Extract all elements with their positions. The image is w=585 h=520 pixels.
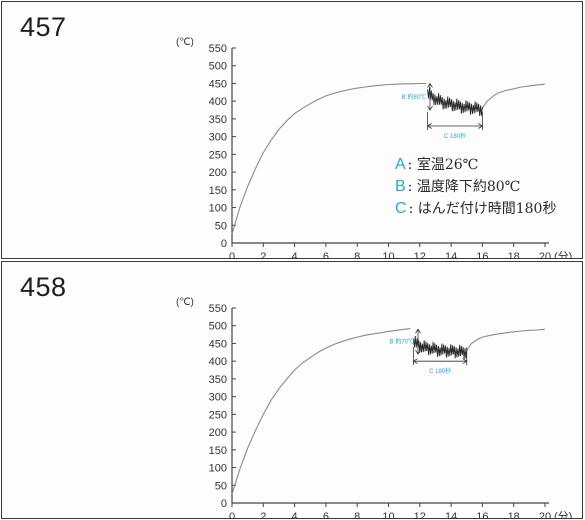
legend-item-b: B: 温度降下約80℃ xyxy=(395,178,521,195)
y-tick-label: 250 xyxy=(209,409,227,421)
chart-panel-457: 457 0 50 100 150 200 250 300 350 400 450 500 550 0 2 4… xyxy=(1,1,583,259)
b-arrow-down xyxy=(427,105,433,111)
x-tick-label: 8 xyxy=(354,251,360,258)
x-tick-label: 0 xyxy=(229,511,235,518)
legend-text: 温度降下約80℃ xyxy=(416,179,521,195)
x-tick-label: 10 xyxy=(382,511,394,518)
x-tick-label: 6 xyxy=(323,511,329,518)
y-tick-label: 200 xyxy=(209,167,227,179)
x-axis-unit: (分) xyxy=(554,510,572,518)
soldering-fluctuation xyxy=(413,335,468,360)
y-tick-label: 550 xyxy=(209,303,227,315)
x-tick-label: 6 xyxy=(323,251,329,258)
x-tick-label: 8 xyxy=(354,511,360,518)
c-arrow-right xyxy=(478,123,484,129)
y-tick-label: 350 xyxy=(209,374,227,386)
temperature-chart-458: 0 50 100 150 200 250 300 350 400 450 500 550 0 2 4 6 8 10… xyxy=(176,297,572,518)
x-tick-label: 4 xyxy=(292,511,298,518)
y-tick-label: 400 xyxy=(209,356,227,368)
legend-key: C xyxy=(395,200,407,217)
x-tick-label: 14 xyxy=(445,251,457,258)
y-tick-label: 0 xyxy=(221,238,227,250)
x-tick-label: 12 xyxy=(414,251,426,258)
b-arrow-up xyxy=(427,82,433,88)
legend-text: 室温26℃ xyxy=(416,157,479,173)
figure-number: 457 xyxy=(20,12,67,42)
series-line-1 xyxy=(231,328,411,495)
x-axis-unit: (分) xyxy=(554,250,572,258)
y-tick-label: 150 xyxy=(209,185,227,197)
series-line-1 xyxy=(231,82,427,235)
y-tick-label: 450 xyxy=(209,338,227,350)
y-tick-label: 500 xyxy=(209,321,227,333)
legend-key: B xyxy=(395,178,406,195)
y-tick-label: 500 xyxy=(209,61,227,73)
y-tick-label: 300 xyxy=(209,132,227,144)
x-tick-label: 18 xyxy=(508,511,520,518)
series-line-3 xyxy=(481,83,546,109)
x-tick-label: 0 xyxy=(229,251,235,258)
b-annotation-label: B 約80℃ xyxy=(402,93,426,101)
y-tick-label: 300 xyxy=(209,392,227,404)
temperature-chart-457: 0 50 100 150 200 250 300 350 400 450 500 550 0 2 4 6 8 10… xyxy=(176,37,572,258)
c-annotation-label: C 180秒 xyxy=(429,367,451,375)
y-tick-label: 50 xyxy=(215,480,227,492)
c-arrow-left xyxy=(412,358,418,365)
x-tick-label: 12 xyxy=(414,511,426,518)
series-line-3 xyxy=(466,328,546,351)
x-tick-label: 4 xyxy=(292,251,298,258)
legend-item-a: A: 室温26℃ xyxy=(395,156,479,173)
soldering-fluctuation xyxy=(427,87,483,117)
c-annotation-label: C 180秒 xyxy=(444,132,466,140)
y-tick-label: 100 xyxy=(209,463,227,475)
x-tick-label: 18 xyxy=(508,251,520,258)
b-annotation-label: B 約70℃ xyxy=(390,338,414,346)
figure-number: 458 xyxy=(20,272,67,302)
y-axis-unit: (℃) xyxy=(176,37,194,48)
x-tick-label: 2 xyxy=(260,251,266,258)
y-tick-label: 150 xyxy=(209,445,227,457)
legend-key: A xyxy=(395,156,406,173)
x-tick-label: 20 xyxy=(539,251,551,258)
c-arrow-left xyxy=(426,123,432,129)
x-tick-label: 16 xyxy=(476,511,488,518)
y-tick-label: 0 xyxy=(221,498,227,510)
x-tick-label: 10 xyxy=(382,251,394,258)
b-arrow-down xyxy=(415,349,421,355)
y-axis-unit: (℃) xyxy=(176,297,194,308)
x-tick-label: 2 xyxy=(260,511,266,518)
y-tick-label: 100 xyxy=(209,203,227,215)
legend-text: はんだ付け時間180秒 xyxy=(417,201,557,217)
y-tick-label: 250 xyxy=(209,149,227,161)
c-arrow-right xyxy=(462,358,468,365)
y-tick-label: 450 xyxy=(209,78,227,90)
y-tick-label: 400 xyxy=(209,96,227,108)
chart-legend: A: 室温26℃ B: 温度降下約80℃ C: はんだ付け時間180秒 xyxy=(395,154,556,220)
y-tick-label: 350 xyxy=(209,114,227,126)
x-tick-label: 14 xyxy=(445,511,457,518)
y-tick-label: 200 xyxy=(209,427,227,439)
x-tick-label: 20 xyxy=(539,511,551,518)
b-arrow-up xyxy=(415,328,421,334)
chart-panel-458: 458 0 50 100 150 200 250 300 350 400 450 500 550 0 2 4… xyxy=(1,261,583,519)
y-tick-label: 550 xyxy=(209,43,227,55)
y-tick-label: 50 xyxy=(215,220,227,232)
legend-item-c: C: はんだ付け時間180秒 xyxy=(395,200,557,217)
x-tick-label: 16 xyxy=(476,251,488,258)
